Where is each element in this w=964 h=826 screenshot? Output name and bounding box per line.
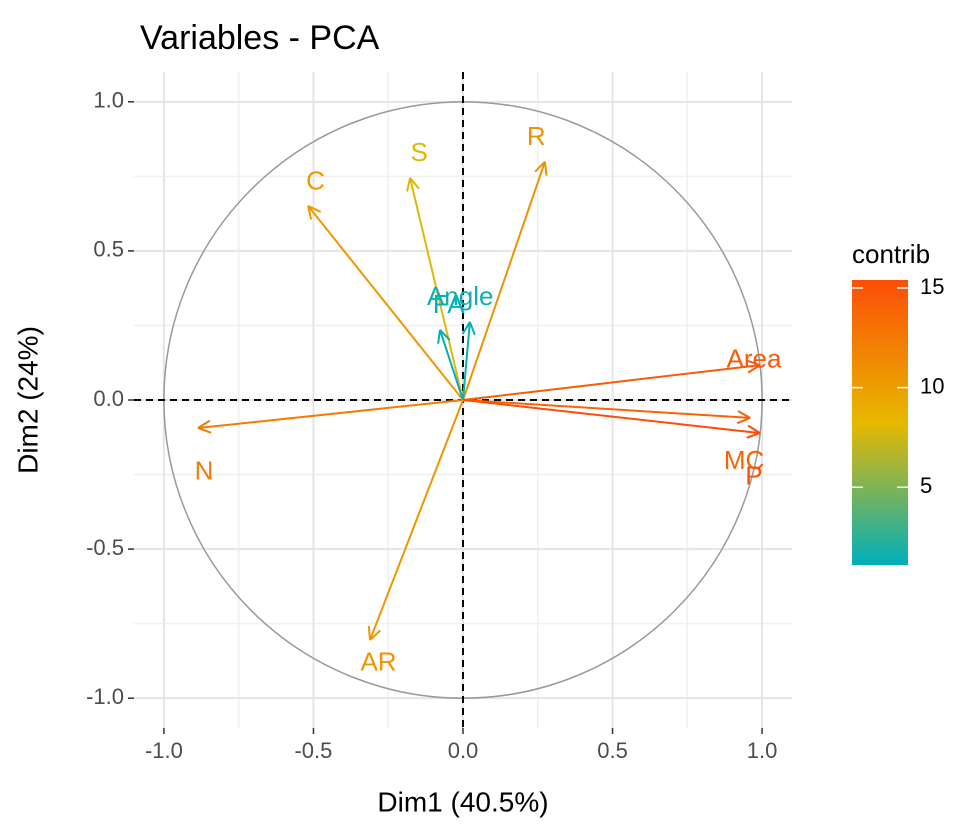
variable-arrow	[437, 329, 464, 401]
x-tick-label: -0.5	[294, 738, 332, 763]
variable-arrow	[461, 321, 476, 401]
arrow-head	[747, 364, 761, 374]
variable-arrow	[462, 161, 548, 401]
variable-label: FA	[433, 289, 465, 319]
variable-arrow	[462, 359, 761, 401]
y-tick-label: 0.0	[93, 386, 124, 411]
arrow-head	[367, 626, 371, 641]
variable-arrow	[406, 177, 464, 401]
arrow-head	[307, 204, 322, 213]
arrow-head	[468, 321, 476, 336]
arrow-head	[461, 321, 471, 335]
x-tick-label: 0.5	[597, 738, 628, 763]
arrow-shaft	[462, 364, 761, 401]
arrow-shaft	[307, 205, 464, 401]
colorbar-label: 5	[920, 473, 932, 498]
arrow-head	[543, 161, 548, 176]
variable-label: S	[410, 137, 427, 167]
chart-title: Variables - PCA	[140, 19, 380, 57]
colorbar-label: 10	[920, 373, 944, 398]
variable-arrow	[197, 399, 464, 434]
arrow-shaft	[462, 321, 471, 401]
variable-arrow	[462, 399, 761, 439]
y-tick-label: -0.5	[86, 535, 124, 560]
arrow-head	[439, 329, 451, 341]
variable-label: AR	[360, 647, 396, 677]
variable-label: MC	[724, 445, 764, 475]
x-tick-label: 1.0	[747, 738, 778, 763]
arrow-head	[197, 427, 212, 434]
x-tick-label: -1.0	[145, 738, 183, 763]
arrow-head	[534, 161, 546, 173]
arrow-shaft	[197, 399, 464, 430]
y-tick-label: -1.0	[86, 684, 124, 709]
arrow-shaft	[369, 399, 464, 641]
arrow-head	[737, 410, 751, 419]
arrow-shaft	[462, 399, 751, 419]
variable-label: Angle	[427, 281, 494, 311]
arrow-head	[307, 205, 313, 220]
arrow-head	[409, 177, 420, 190]
arrow-head	[197, 419, 211, 429]
arrow-head	[736, 416, 751, 425]
arrow-head	[746, 432, 761, 439]
arrow-head	[437, 329, 441, 344]
arrow-shaft	[439, 329, 464, 401]
colorbar	[852, 280, 908, 565]
arrow-shaft	[462, 161, 546, 401]
colorbar-label: 15	[920, 274, 944, 299]
arrow-head	[369, 629, 381, 641]
y-tick-label: 0.5	[93, 237, 124, 262]
variable-label: R	[527, 121, 546, 151]
variable-label: P	[745, 460, 762, 490]
variable-arrow	[367, 399, 464, 641]
x-axis-title: Dim1 (40.5%)	[377, 786, 548, 817]
variable-label: N	[195, 455, 214, 485]
y-tick-label: 1.0	[93, 88, 124, 113]
variable-label: C	[306, 166, 325, 196]
legend-title: contrib	[852, 239, 930, 269]
x-tick-label: 0.0	[448, 738, 479, 763]
variable-arrow	[307, 204, 464, 401]
variable-arrow	[462, 399, 751, 425]
arrow-shaft	[462, 399, 761, 435]
arrow-head	[746, 359, 761, 367]
variable-label: Area	[727, 344, 782, 374]
arrow-head	[406, 177, 412, 192]
y-axis-title: Dim2 (24%)	[12, 326, 43, 474]
arrow-shaft	[409, 177, 464, 401]
arrow-head	[747, 424, 761, 434]
